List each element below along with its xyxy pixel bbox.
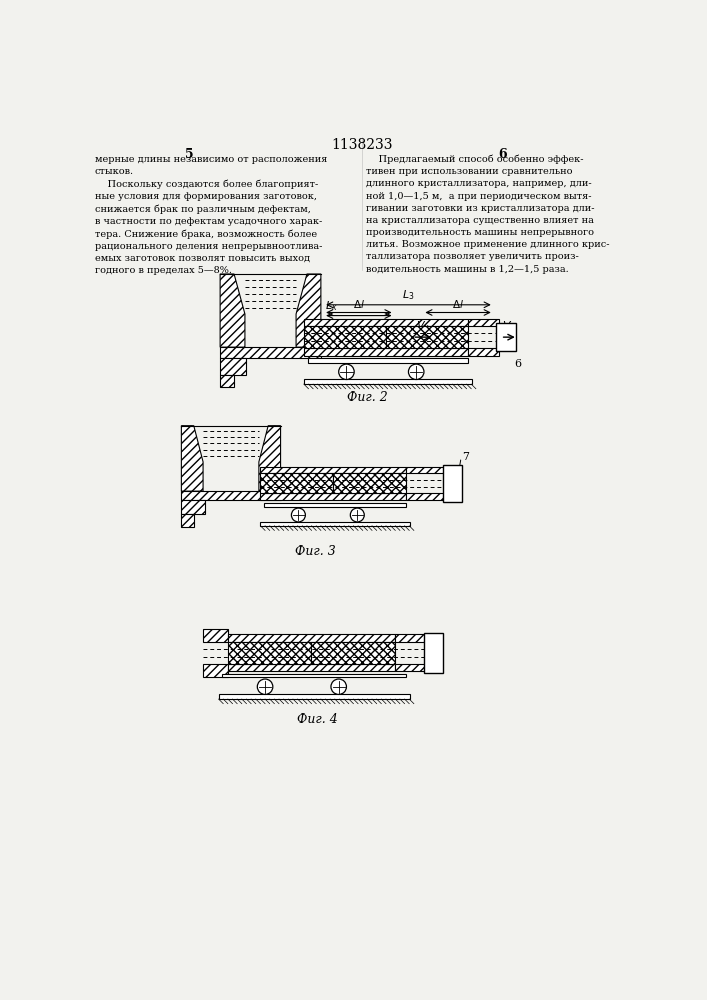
Text: $\Delta l$: $\Delta l$ <box>353 298 365 310</box>
Text: Фиг. 3: Фиг. 3 <box>295 545 336 558</box>
Text: $V_\kappa$: $V_\kappa$ <box>416 319 431 333</box>
Text: 5: 5 <box>185 148 194 161</box>
Circle shape <box>257 679 273 694</box>
Bar <box>223 674 406 677</box>
Bar <box>203 664 228 677</box>
Polygon shape <box>182 426 203 491</box>
Bar <box>333 473 406 493</box>
Bar <box>218 694 410 699</box>
Bar <box>424 633 443 673</box>
Text: 7: 7 <box>462 452 469 462</box>
Bar <box>406 467 445 473</box>
Polygon shape <box>296 274 321 347</box>
Bar <box>304 319 468 326</box>
Text: 1138233: 1138233 <box>331 138 392 152</box>
Text: Предлагаемый способ особенно эффек-
тивен при использовании сравнительно
длинног: Предлагаемый способ особенно эффек- тиве… <box>366 155 609 273</box>
Bar <box>311 642 395 664</box>
Bar <box>228 664 395 671</box>
Bar <box>260 522 410 526</box>
Circle shape <box>339 364 354 379</box>
Bar <box>182 500 204 514</box>
Bar <box>260 473 333 493</box>
Bar <box>468 319 499 326</box>
Bar <box>395 634 426 642</box>
Text: $L_\kappa$: $L_\kappa$ <box>325 299 337 313</box>
Bar <box>182 514 194 527</box>
Bar <box>260 467 406 473</box>
Text: $V_3$: $V_3$ <box>502 319 516 333</box>
Text: $\Delta l$: $\Delta l$ <box>452 298 464 310</box>
Bar <box>220 358 247 375</box>
Bar <box>386 326 468 348</box>
Circle shape <box>351 508 364 522</box>
Bar <box>496 323 516 351</box>
Bar <box>443 465 462 502</box>
Bar <box>203 629 228 642</box>
Text: 6: 6 <box>515 359 522 369</box>
Bar <box>304 326 386 348</box>
Polygon shape <box>259 426 281 491</box>
Text: Фиг. 2: Фиг. 2 <box>347 391 387 404</box>
Bar <box>220 347 321 358</box>
Polygon shape <box>220 274 245 347</box>
Text: 6: 6 <box>498 148 508 161</box>
Circle shape <box>331 679 346 694</box>
Bar <box>308 358 468 363</box>
Bar <box>395 664 426 671</box>
Bar <box>468 348 499 356</box>
Text: Фиг. 4: Фиг. 4 <box>297 713 337 726</box>
Circle shape <box>409 364 424 379</box>
Text: мерные длины независимо от расположения
стыков.
    Поскольку создаются более бл: мерные длины независимо от расположения … <box>95 155 327 275</box>
Bar <box>228 642 311 664</box>
Circle shape <box>291 508 305 522</box>
Bar <box>304 379 472 384</box>
Bar <box>304 348 468 356</box>
Bar <box>260 493 406 500</box>
Text: $L_3$: $L_3$ <box>402 288 415 302</box>
Bar <box>182 491 281 500</box>
Bar <box>228 634 395 642</box>
Bar <box>406 493 445 500</box>
Bar <box>264 503 406 507</box>
Bar <box>220 375 234 387</box>
